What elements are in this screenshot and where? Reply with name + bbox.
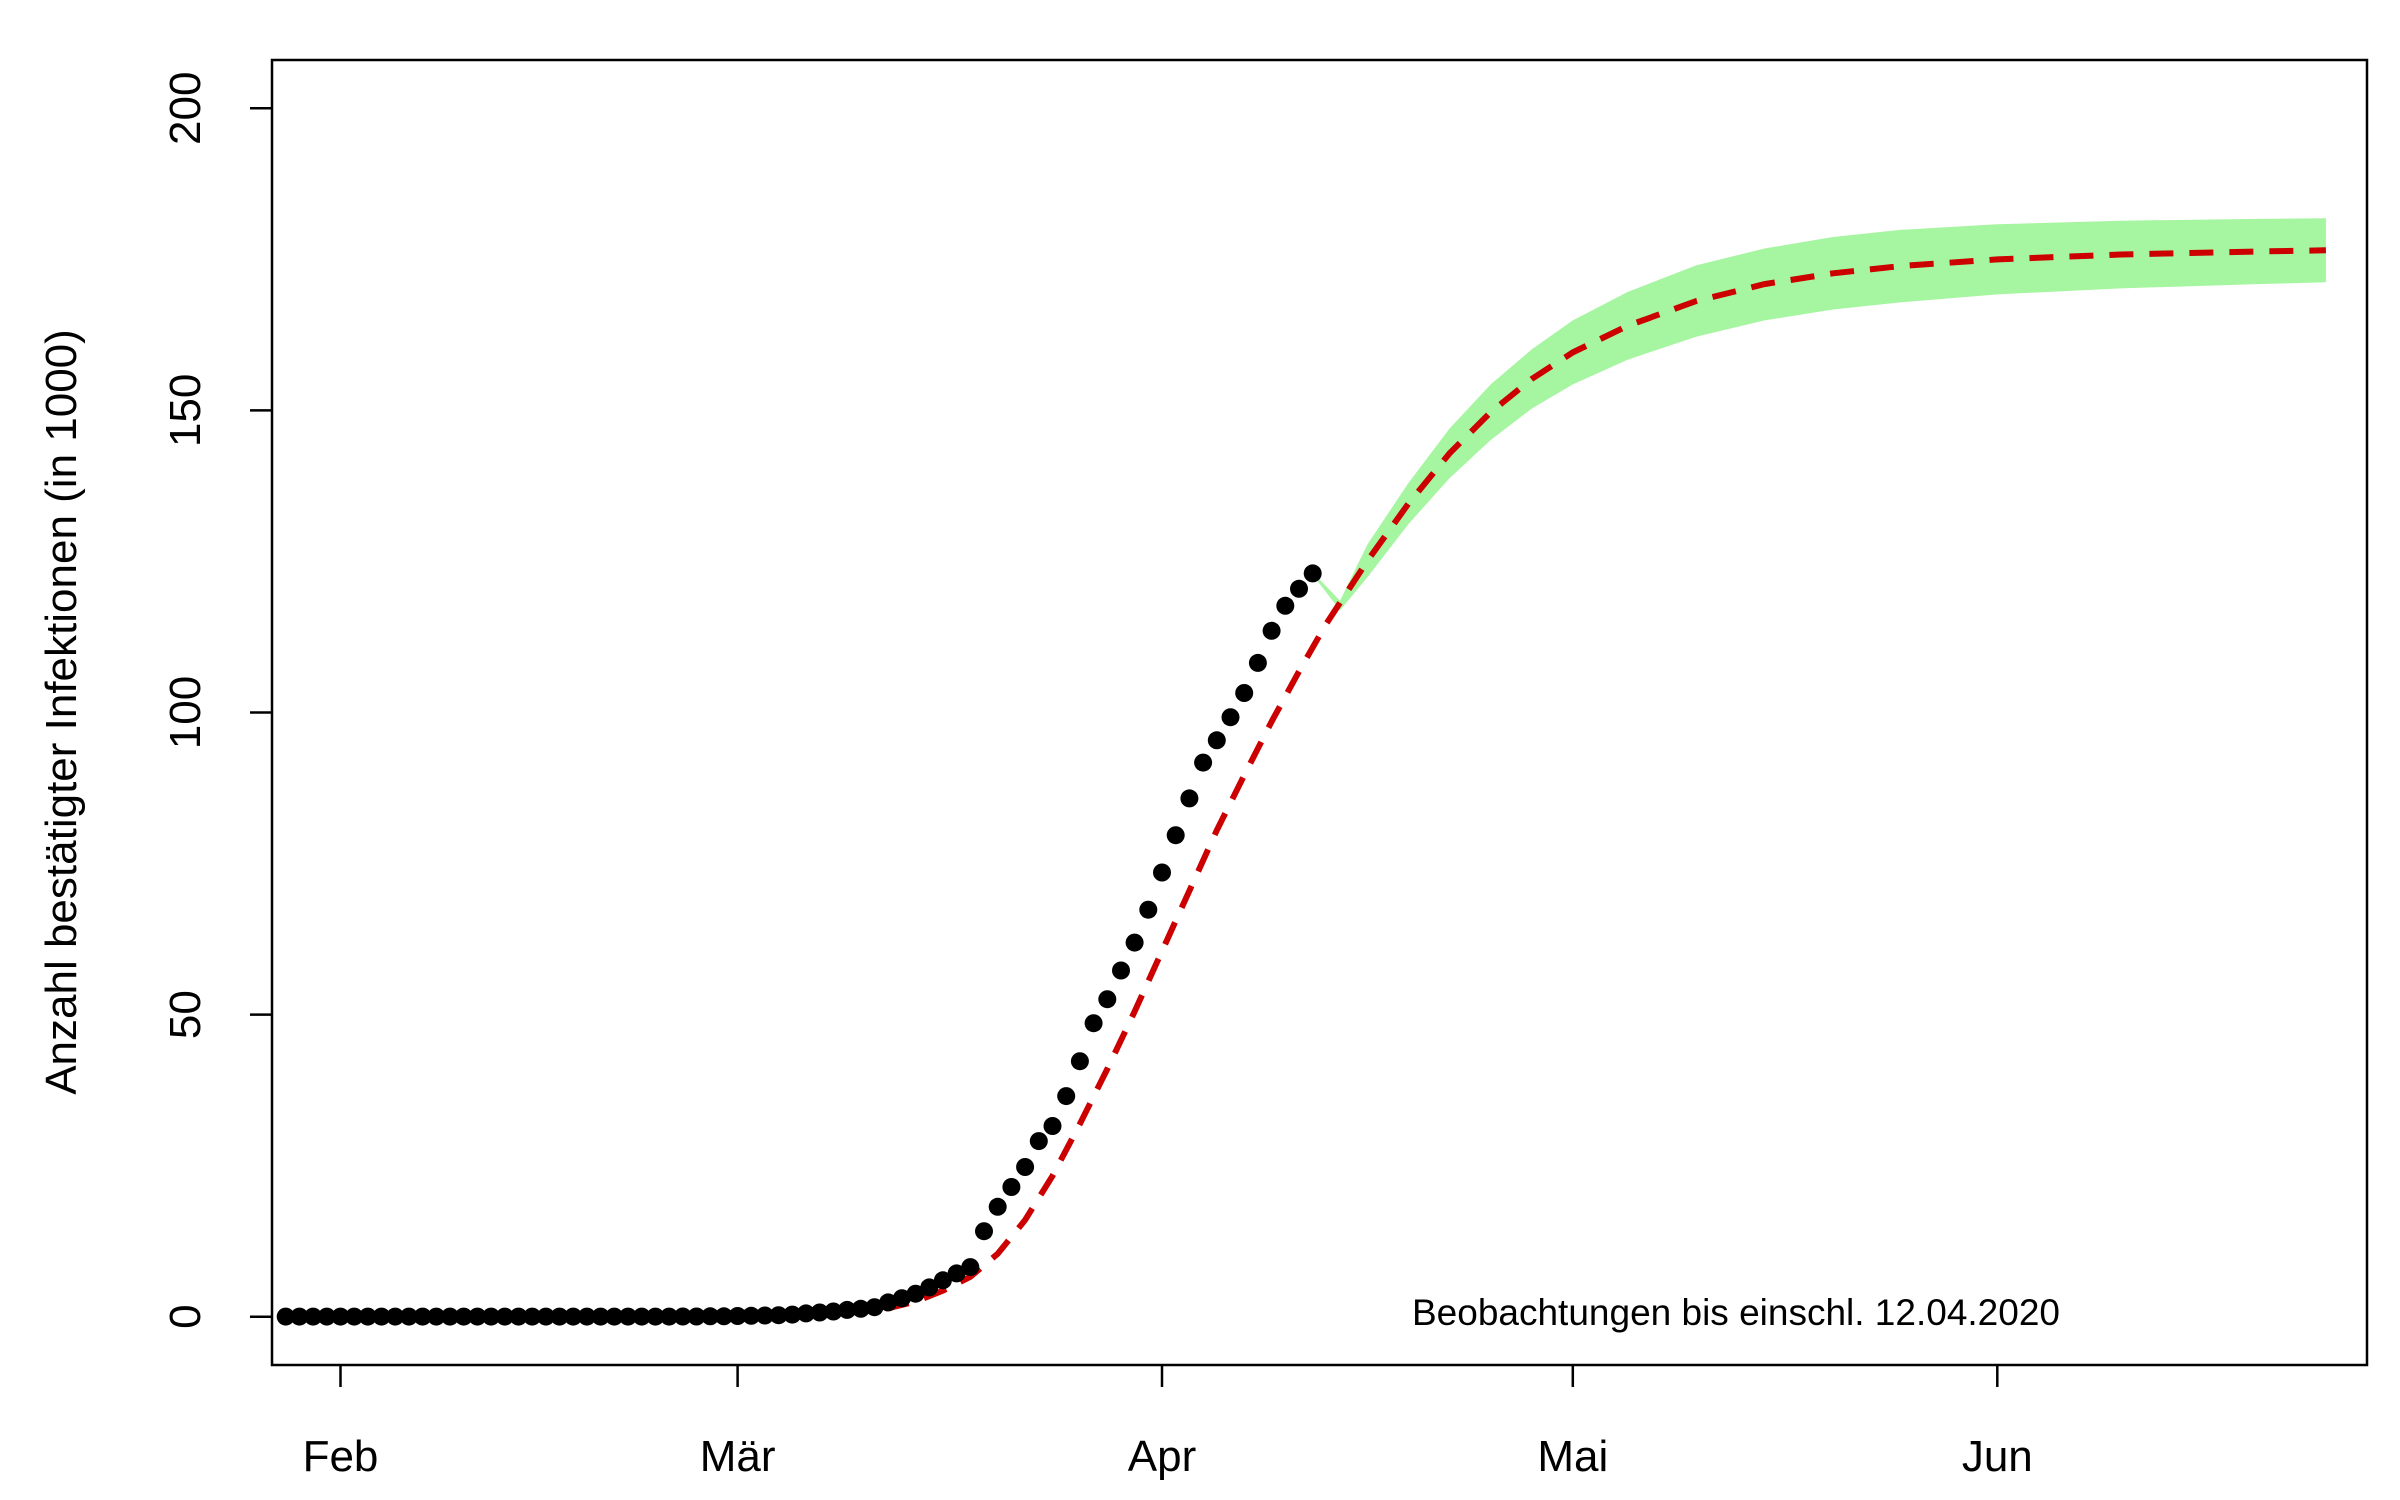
data-point <box>509 1307 528 1326</box>
x-tick-label: Jun <box>1962 1432 2033 1481</box>
data-point <box>906 1284 925 1303</box>
data-point <box>1084 1014 1103 1033</box>
data-point <box>523 1307 542 1326</box>
data-point <box>1125 933 1144 952</box>
y-tick-label: 0 <box>161 1304 210 1328</box>
data-point <box>701 1307 720 1326</box>
data-point <box>1070 1052 1089 1071</box>
data-point <box>564 1307 583 1326</box>
data-point <box>386 1307 405 1326</box>
data-point <box>824 1302 843 1321</box>
data-point <box>1112 961 1130 980</box>
data-point <box>1002 1178 1021 1196</box>
y-tick-label: 200 <box>161 72 210 145</box>
data-point <box>783 1305 802 1324</box>
data-point <box>865 1298 884 1317</box>
data-point <box>1166 826 1185 845</box>
data-point <box>988 1197 1007 1216</box>
data-point <box>399 1307 418 1326</box>
data-point <box>728 1307 747 1325</box>
data-point <box>1180 789 1199 808</box>
data-point <box>1221 708 1240 727</box>
data-point <box>345 1307 364 1326</box>
data-point <box>851 1299 870 1318</box>
data-point <box>619 1307 637 1326</box>
observed-points-layer <box>276 564 1322 1326</box>
data-point <box>591 1307 610 1326</box>
data-point <box>1098 990 1117 1009</box>
data-point <box>1207 731 1226 750</box>
data-point <box>331 1307 350 1326</box>
x-axis: Feb Mär Apr Mai Jun <box>303 1365 2033 1481</box>
data-point <box>1276 596 1295 615</box>
data-point <box>1057 1087 1076 1106</box>
data-point <box>769 1306 788 1325</box>
x-tick-label: Mai <box>1537 1432 1608 1481</box>
data-point <box>879 1293 898 1312</box>
x-tick-label: Apr <box>1128 1432 1196 1481</box>
data-point <box>975 1222 993 1241</box>
y-axis: 0 50 100 150 200 <box>161 72 272 1329</box>
data-point <box>317 1307 336 1326</box>
fitted-curve <box>285 247 2326 1320</box>
data-point <box>605 1307 624 1326</box>
data-point <box>276 1307 295 1326</box>
data-point <box>1153 863 1171 882</box>
data-point <box>1303 564 1322 583</box>
data-point <box>290 1307 309 1326</box>
data-point <box>1235 684 1254 702</box>
y-axis-title: Anzahl bestätigter Infektionen (in 1000) <box>37 329 86 1095</box>
x-tick-label: Feb <box>303 1432 379 1481</box>
data-point <box>755 1306 774 1325</box>
data-point <box>358 1307 377 1326</box>
data-point <box>714 1307 733 1326</box>
prediction-band-layer <box>1312 218 2326 611</box>
y-tick-label: 100 <box>161 676 210 749</box>
data-point <box>1290 579 1308 598</box>
prediction-band <box>1312 218 2326 611</box>
data-point <box>1139 900 1158 919</box>
data-point <box>1029 1132 1048 1151</box>
data-point <box>742 1306 761 1325</box>
fitted-curve-layer <box>285 247 2326 1320</box>
data-point <box>1043 1117 1062 1135</box>
data-point <box>1016 1158 1035 1176</box>
data-point <box>947 1264 966 1283</box>
data-point <box>454 1307 473 1326</box>
data-point <box>1248 653 1267 672</box>
data-point <box>810 1303 829 1322</box>
data-point <box>673 1307 692 1326</box>
data-point <box>660 1307 679 1326</box>
data-point <box>372 1307 391 1326</box>
data-point <box>892 1289 911 1308</box>
data-point <box>933 1271 952 1290</box>
y-tick-label: 150 <box>161 374 210 447</box>
data-point <box>441 1307 459 1326</box>
data-point <box>495 1307 514 1326</box>
data-point <box>838 1300 857 1319</box>
data-point <box>427 1307 446 1326</box>
x-tick-label: Mär <box>700 1432 776 1481</box>
data-point <box>413 1307 432 1326</box>
observation-note: Beobachtungen bis einschl. 12.04.2020 <box>1412 1292 2060 1333</box>
data-point <box>646 1307 665 1326</box>
data-point <box>550 1307 569 1326</box>
data-point <box>1194 753 1213 772</box>
data-point <box>687 1307 706 1326</box>
data-point <box>797 1304 815 1323</box>
y-tick-label: 50 <box>161 990 210 1039</box>
data-point <box>468 1307 487 1326</box>
data-point <box>577 1307 596 1326</box>
data-point <box>482 1307 501 1326</box>
data-point <box>304 1307 323 1326</box>
data-point <box>920 1278 939 1297</box>
data-point <box>961 1258 980 1277</box>
data-point <box>1262 621 1281 640</box>
data-point <box>632 1307 651 1326</box>
data-point <box>536 1307 555 1326</box>
